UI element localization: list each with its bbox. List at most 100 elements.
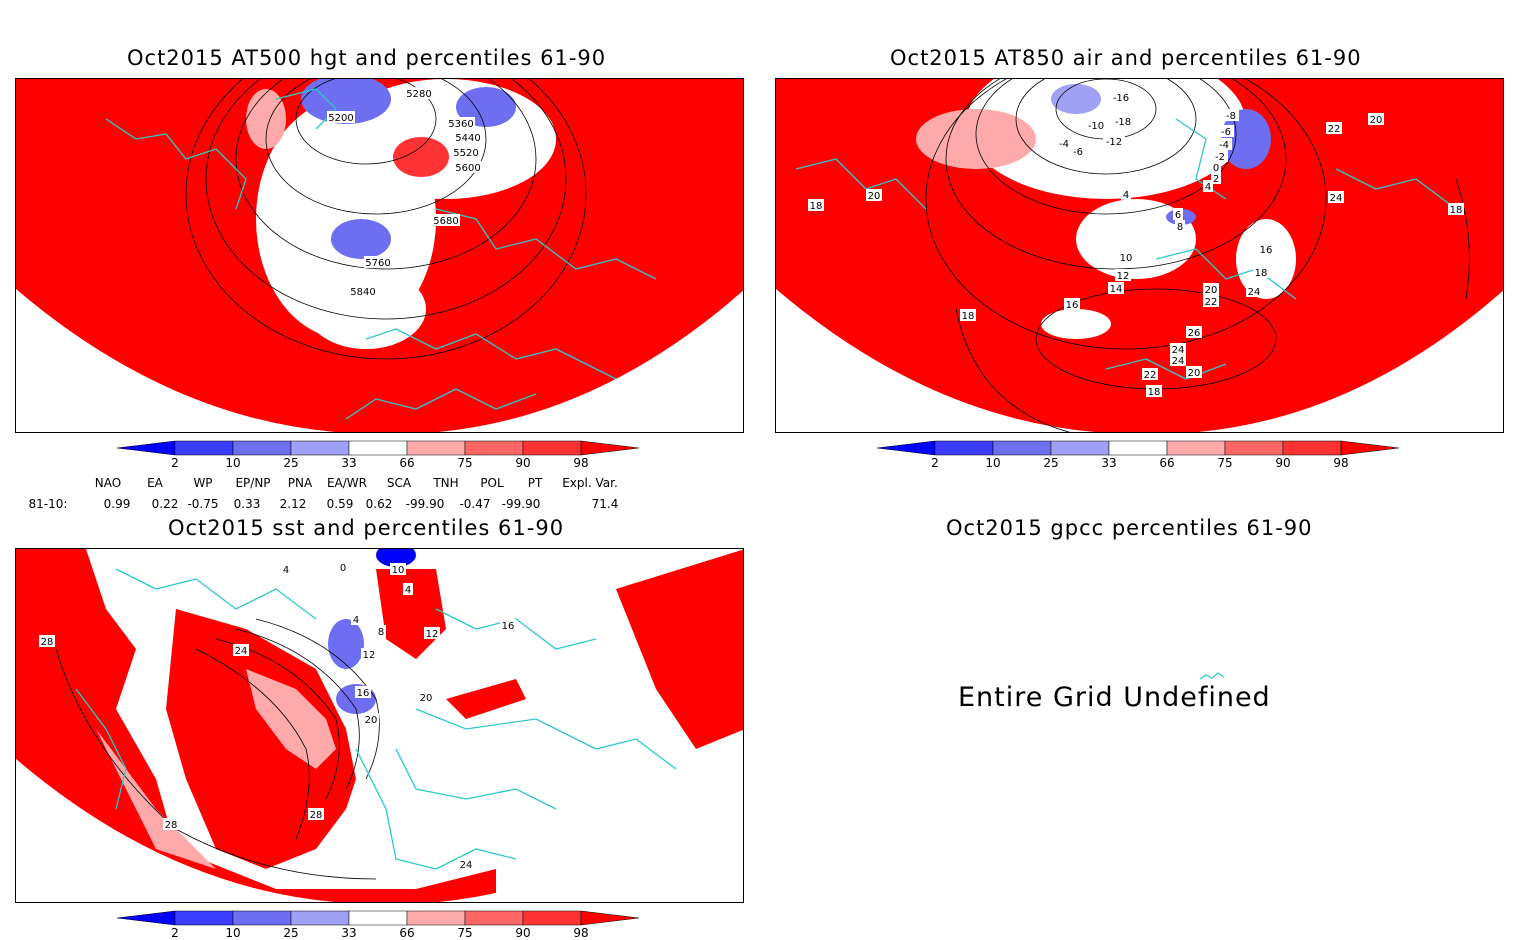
colorbar-tick-label: 66 — [1159, 456, 1175, 470]
contour-label: -10 — [1088, 121, 1104, 132]
contour-label-bg — [1103, 135, 1125, 147]
colorbar-swatch — [522, 910, 582, 926]
contour-label-bg — [1246, 285, 1262, 297]
contour-label-bg — [1112, 115, 1134, 127]
contour-label: 10 — [392, 565, 405, 576]
teleconnection-header: EA/WR — [326, 476, 368, 490]
colorbar-swatch — [464, 440, 524, 456]
contour-label-bg — [1368, 113, 1384, 125]
teleconnection-value: -0.75 — [187, 497, 219, 511]
contour-label-bg — [1212, 150, 1228, 162]
panel-title-gpcc: Oct2015 gpcc percentiles 61-90 — [946, 516, 1313, 540]
colorbar-tick-label: 75 — [1217, 456, 1233, 470]
contour-label: 0 — [1213, 163, 1219, 174]
contour-label: 24 — [460, 860, 473, 871]
colorbar-top-right: 2 10 25 33 66 75 90 98 — [876, 440, 1402, 470]
contour-label: 16 — [357, 688, 370, 699]
contour-label: 22 — [1205, 297, 1218, 308]
contour-label-bg — [1121, 188, 1131, 200]
colorbar-swatch — [406, 910, 466, 926]
map-panel-hgt: 5200 5280 5360 5440 5520 5600 5680 5760 5840 — [15, 78, 744, 433]
contour-label-bg — [1211, 172, 1221, 184]
contour-label-bg — [1108, 282, 1124, 294]
contour-label: 24 — [1248, 287, 1261, 298]
contour-label: 18 — [1255, 268, 1268, 279]
contour-label-bg — [458, 858, 474, 870]
colorbar-tick-label: 10 — [225, 926, 241, 940]
teleconnection-value: -0.47 — [459, 497, 491, 511]
contour-label-bg — [361, 648, 377, 660]
contour-label-bg — [1448, 203, 1464, 215]
teleconnection-values: 81-10: 0.99 0.22 -0.75 0.33 2.12 0.59 0.62 -99.… — [0, 497, 760, 513]
contour-label-bg — [403, 583, 413, 595]
contour-label: 2 — [1213, 174, 1219, 185]
map-sst-svg: 0 4 4 4 8 12 16 20 24 28 28 28 24 20 10 16 12 — [16, 549, 743, 902]
contour-label-bg — [500, 619, 516, 631]
colorbar-top-right-svg — [876, 440, 1400, 456]
contour-label-bg — [1203, 180, 1213, 192]
contour-label-bg — [432, 214, 460, 226]
contour-label: 16 — [502, 621, 515, 632]
contour-label-bg — [1118, 251, 1134, 263]
contour-label-bg — [1146, 385, 1162, 397]
contour-label: 12 — [363, 650, 376, 661]
colorbar-swatch — [232, 440, 292, 456]
contour-label: 18 — [810, 201, 823, 212]
contour-label-bg — [233, 644, 249, 656]
colorbar-tick-label: 66 — [399, 456, 415, 470]
contour-label: 18 — [1450, 205, 1463, 216]
contour-label-bg — [454, 161, 482, 173]
teleconnection-header: POL — [480, 476, 504, 490]
contour-label-bg — [1110, 91, 1132, 103]
contour-label: 12 — [1117, 271, 1130, 282]
contour-label-bg — [281, 563, 291, 575]
contour-label: 22 — [1328, 124, 1341, 135]
contour-label: 16 — [1066, 300, 1079, 311]
contour-label-bg — [405, 87, 433, 99]
teleconnection-header: WP — [193, 476, 213, 490]
contour-label: 4 — [283, 565, 289, 576]
contour-label-bg — [1328, 191, 1344, 203]
contour-label-bg — [452, 146, 480, 158]
sst-warm-region-atlantic — [16, 549, 496, 902]
teleconnection-value: -99.90 — [405, 497, 445, 511]
contour-label-bg — [1203, 283, 1219, 295]
contour-label-bg — [338, 561, 348, 573]
colorbar-swatch — [580, 440, 640, 456]
contour-label: 28 — [310, 810, 323, 821]
contour-label-bg — [1070, 145, 1086, 157]
colorbar-tick-label: 98 — [1333, 456, 1349, 470]
contour-label: 20 — [868, 191, 881, 202]
colorbar-swatch — [116, 440, 176, 456]
contour-label: 20 — [1370, 115, 1383, 126]
contour-label-bg — [308, 808, 324, 820]
colorbar-tick-label: 2 — [171, 926, 179, 940]
colorbar-tick-label: 10 — [225, 456, 241, 470]
contour-label-bg — [1142, 368, 1158, 380]
contour-label: -6 — [1221, 127, 1231, 138]
contour-label: -4 — [1059, 139, 1069, 150]
teleconnection-header: PNA — [287, 476, 313, 490]
colorbar-swatch — [1282, 440, 1342, 456]
contour-label: -12 — [1106, 137, 1122, 148]
colorbar-top-left: 2 10 25 33 66 75 90 98 — [116, 440, 642, 470]
contour-label-bg — [1064, 298, 1080, 310]
colorbar-tick-label: 33 — [341, 926, 357, 940]
map-air-svg: -16-18-10-12-6-4-8-6-4-20244681012141618… — [776, 79, 1503, 432]
colorbar-tick-label: 33 — [341, 456, 357, 470]
contour-label-bg — [364, 256, 392, 268]
colorbar-swatch — [1166, 440, 1226, 456]
colorbar-tick-label: 2 — [931, 456, 939, 470]
contour-label: 5520 — [453, 148, 478, 159]
contour-label: 22 — [1144, 370, 1157, 381]
colorbar-tick-label: 90 — [515, 926, 531, 940]
colorbar-swatch — [174, 440, 234, 456]
contour-label-bg — [1173, 208, 1183, 220]
colorbar-swatch — [406, 440, 466, 456]
teleconnection-row-label: 81-10: — [28, 497, 68, 511]
contour-label: 5680 — [433, 216, 458, 227]
colorbar-swatch — [464, 910, 524, 926]
colorbar-bottom-left: 2 10 25 33 66 75 90 98 — [116, 910, 642, 940]
colorbar-tick-label: 90 — [515, 456, 531, 470]
contour-label-bg — [1326, 122, 1342, 134]
